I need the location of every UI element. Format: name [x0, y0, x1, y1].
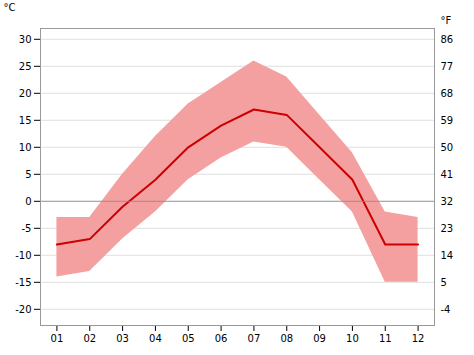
- svg-text:11: 11: [379, 333, 392, 344]
- svg-text:°C: °C: [4, 2, 16, 13]
- svg-text:23: 23: [441, 223, 454, 234]
- svg-text:77: 77: [441, 61, 454, 72]
- svg-text:25: 25: [19, 61, 32, 72]
- svg-text:30: 30: [19, 34, 32, 45]
- svg-text:03: 03: [116, 333, 129, 344]
- svg-text:-5: -5: [22, 223, 32, 234]
- svg-text:02: 02: [83, 333, 96, 344]
- svg-text:10: 10: [346, 333, 359, 344]
- svg-text:50: 50: [441, 142, 454, 153]
- svg-text:86: 86: [441, 34, 454, 45]
- svg-text:12: 12: [412, 333, 425, 344]
- svg-text:15: 15: [19, 115, 32, 126]
- svg-text:01: 01: [51, 333, 64, 344]
- svg-text:°F: °F: [441, 15, 452, 26]
- svg-text:5: 5: [441, 277, 447, 288]
- svg-text:32: 32: [441, 196, 454, 207]
- svg-text:14: 14: [441, 250, 454, 261]
- svg-text:41: 41: [441, 169, 454, 180]
- svg-text:05: 05: [182, 333, 195, 344]
- svg-text:0: 0: [25, 196, 31, 207]
- svg-text:04: 04: [149, 333, 162, 344]
- svg-text:08: 08: [280, 333, 293, 344]
- svg-text:10: 10: [19, 142, 32, 153]
- svg-text:59: 59: [441, 115, 454, 126]
- svg-text:68: 68: [441, 88, 454, 99]
- svg-text:-10: -10: [15, 250, 31, 261]
- svg-text:-15: -15: [15, 277, 31, 288]
- svg-text:07: 07: [248, 333, 261, 344]
- svg-text:09: 09: [313, 333, 326, 344]
- svg-text:06: 06: [215, 333, 228, 344]
- svg-text:-20: -20: [15, 304, 31, 315]
- svg-text:-4: -4: [441, 304, 451, 315]
- svg-text:20: 20: [19, 88, 32, 99]
- svg-text:5: 5: [25, 169, 31, 180]
